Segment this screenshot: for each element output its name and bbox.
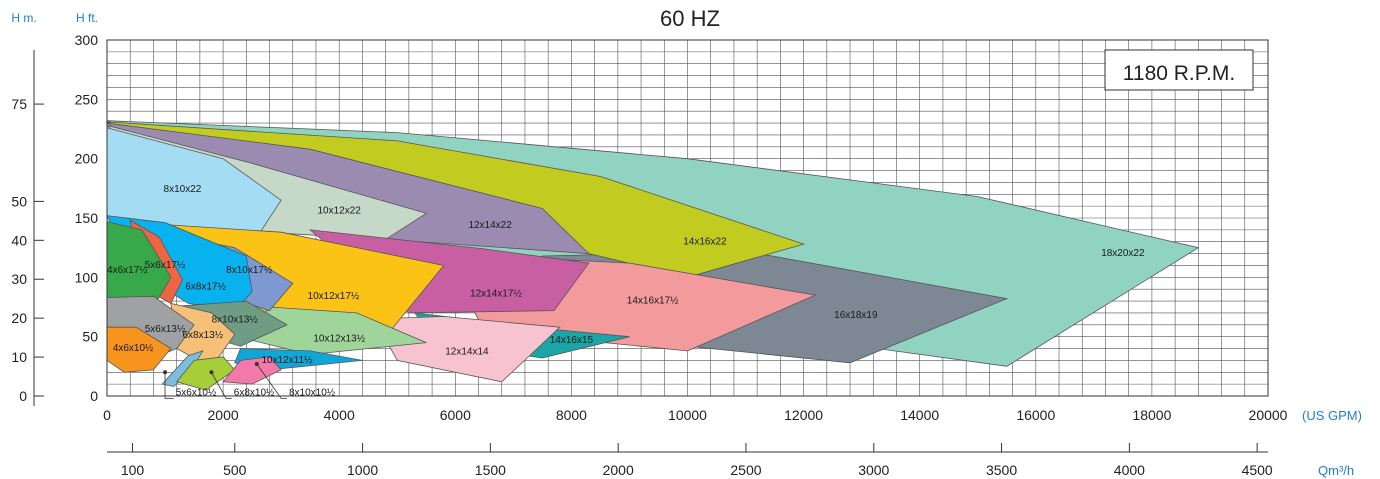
meter-tick-label: 50	[11, 193, 27, 209]
axis-label-feet: H ft.	[76, 11, 98, 25]
y-tick-ft: 50	[82, 329, 98, 345]
meter-tick-label: 30	[11, 271, 27, 287]
m3h-tick-label: 1000	[347, 462, 378, 478]
region-label-1: 16x18x19	[834, 310, 878, 321]
m3h-tick-label: 2500	[730, 462, 761, 478]
y-tick-ft: 0	[90, 388, 98, 404]
region-label-18: 4x6x17½	[107, 265, 148, 276]
meter-tick-label: 0	[19, 388, 27, 404]
y-tick-ft: 150	[75, 210, 99, 226]
m3h-tick-label: 3000	[858, 462, 889, 478]
region-label-8: 14x16x15	[550, 335, 594, 346]
y-tick-ft: 250	[75, 91, 99, 107]
plot-border	[106, 39, 1269, 397]
meter-tick-label: 10	[11, 349, 27, 365]
y-tick-ft: 200	[75, 151, 99, 167]
x-tick-gpm: 6000	[440, 407, 471, 423]
x-unit-m3h: Qm³/h	[1318, 463, 1354, 478]
x-tick-gpm: 8000	[556, 407, 587, 423]
m3h-tick-label: 2000	[603, 462, 634, 478]
x-tick-gpm: 16000	[1016, 407, 1055, 423]
region-23	[222, 356, 282, 385]
region-label-19: 5x6x13½	[145, 324, 186, 335]
m3h-tick-label: 3500	[986, 462, 1017, 478]
m3h-tick-label: 1500	[475, 462, 506, 478]
region-22	[176, 356, 236, 391]
x-tick-gpm: 2000	[208, 407, 239, 423]
callout-line-2	[256, 363, 287, 399]
callout-label-0: 5x6x10½	[176, 387, 217, 398]
region-label-16: 6x8x13½	[182, 330, 223, 341]
m3h-tick-label: 4000	[1114, 462, 1145, 478]
chart-title: 60 HZ	[660, 6, 720, 31]
region-label-17: 5x6x17½	[145, 260, 186, 271]
region-label-7: 12x14x17½	[470, 289, 522, 300]
region-label-0: 18x20x22	[1101, 248, 1145, 259]
x-tick-gpm: 18000	[1132, 407, 1171, 423]
region-label-12: 10x12x11½	[261, 355, 313, 366]
region-label-13: 8x10x17½	[226, 265, 273, 276]
region-label-6: 14x16x17½	[627, 296, 679, 307]
region-label-11: 10x12x13½	[313, 334, 365, 345]
region-label-10: 10x12x17½	[308, 291, 360, 302]
axis-label-meters: H m.	[11, 11, 36, 25]
region-label-20: 4x6x10½	[113, 343, 154, 354]
m3h-tick-label: 100	[121, 462, 145, 478]
callout-line-0	[164, 372, 174, 399]
region-label-2: 14x16x22	[683, 236, 727, 247]
region-label-14: 6x8x17½	[185, 281, 226, 292]
y-tick-ft: 100	[75, 269, 99, 285]
region-9	[373, 316, 561, 383]
m3h-tick-label: 4500	[1242, 462, 1273, 478]
speed-box	[1104, 49, 1254, 91]
region-label-5: 8x10x22	[164, 184, 202, 195]
x-tick-gpm: 10000	[668, 407, 707, 423]
region-label-15: 8x10x13½	[212, 315, 259, 326]
region-label-9: 12x14x14	[445, 347, 489, 358]
region-label-4: 10x12x22	[318, 206, 362, 217]
x-tick-gpm: 4000	[324, 407, 355, 423]
m3h-tick-label: 500	[223, 462, 247, 478]
x-tick-gpm: 20000	[1249, 407, 1288, 423]
x-tick-gpm: 12000	[784, 407, 823, 423]
y-tick-ft: 300	[75, 32, 99, 48]
x-unit-gpm: (US GPM)	[1302, 408, 1362, 423]
meter-tick-label: 40	[11, 232, 27, 248]
callout-label-2: 8x10x10½	[289, 387, 336, 398]
meter-tick-label: 75	[11, 96, 27, 112]
region-label-3: 12x14x22	[468, 220, 512, 231]
x-tick-gpm: 14000	[900, 407, 939, 423]
meter-tick-label: 20	[11, 310, 27, 326]
callout-line-1	[211, 372, 232, 399]
callout-label-1: 6x8x10½	[234, 387, 275, 398]
x-tick-gpm: 0	[103, 407, 111, 423]
speed-label: 1180 R.P.M.	[1123, 62, 1235, 85]
